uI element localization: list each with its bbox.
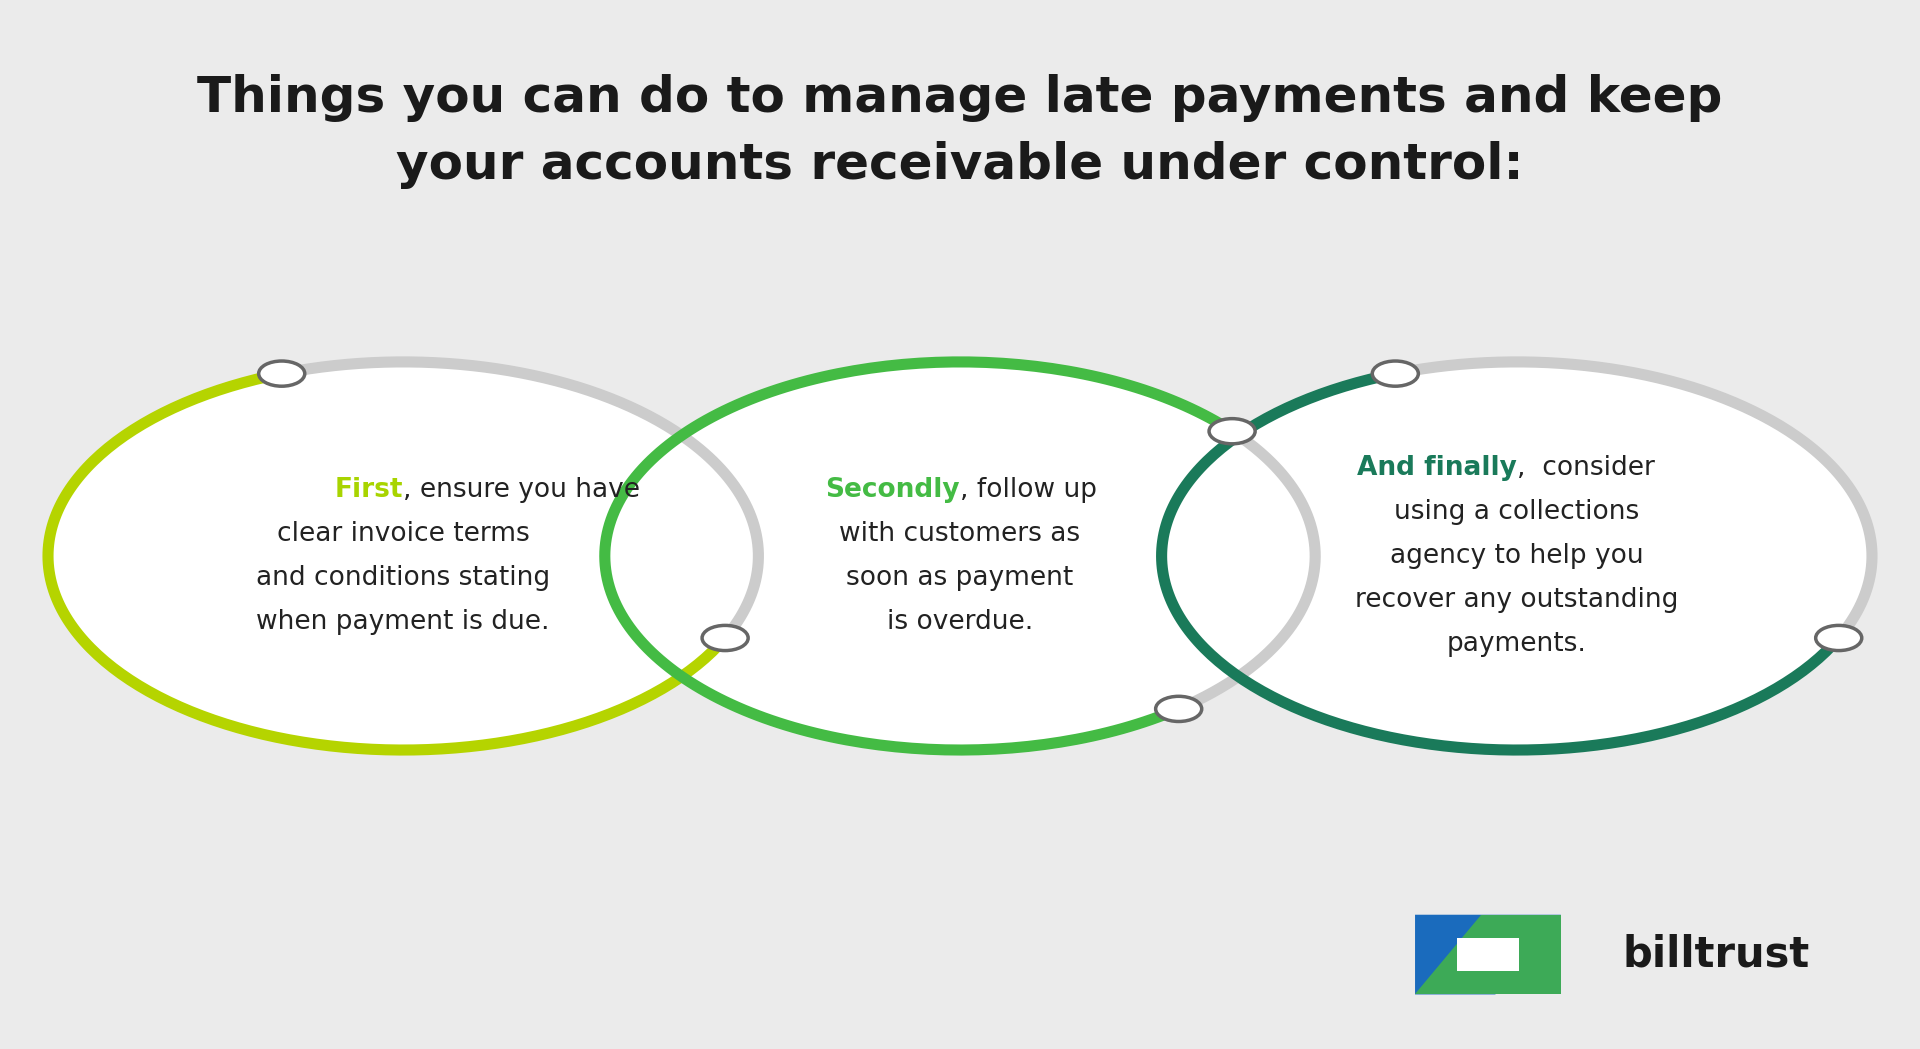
Circle shape <box>48 362 758 750</box>
Text: First: First <box>334 477 403 502</box>
Circle shape <box>1816 625 1862 650</box>
Text: , ensure you have: , ensure you have <box>403 477 639 502</box>
Polygon shape <box>1415 915 1561 994</box>
Text: billtrust: billtrust <box>1622 934 1811 976</box>
Circle shape <box>1373 361 1419 386</box>
Text: recover any outstanding: recover any outstanding <box>1356 587 1678 613</box>
Circle shape <box>1210 419 1256 444</box>
Text: Secondly: Secondly <box>826 477 960 502</box>
Text: soon as payment: soon as payment <box>847 565 1073 591</box>
Text: is overdue.: is overdue. <box>887 609 1033 635</box>
Text: ,  consider: , consider <box>1517 455 1655 480</box>
Text: agency to help you: agency to help you <box>1390 543 1644 569</box>
Text: when payment is due.: when payment is due. <box>257 609 549 635</box>
Text: and conditions stating: and conditions stating <box>255 565 551 591</box>
Text: Things you can do to manage late payments and keep
your accounts receivable unde: Things you can do to manage late payment… <box>198 73 1722 189</box>
Circle shape <box>703 625 749 650</box>
Circle shape <box>1156 697 1202 722</box>
Circle shape <box>605 362 1315 750</box>
Text: payments.: payments. <box>1448 631 1586 657</box>
Polygon shape <box>1415 915 1561 994</box>
Text: , follow up: , follow up <box>960 477 1096 502</box>
Text: using a collections: using a collections <box>1394 499 1640 524</box>
Circle shape <box>1162 362 1872 750</box>
Text: And finally: And finally <box>1357 455 1517 480</box>
Circle shape <box>259 361 305 386</box>
FancyBboxPatch shape <box>1457 938 1519 971</box>
Text: clear invoice terms: clear invoice terms <box>276 521 530 547</box>
Text: with customers as: with customers as <box>839 521 1081 547</box>
